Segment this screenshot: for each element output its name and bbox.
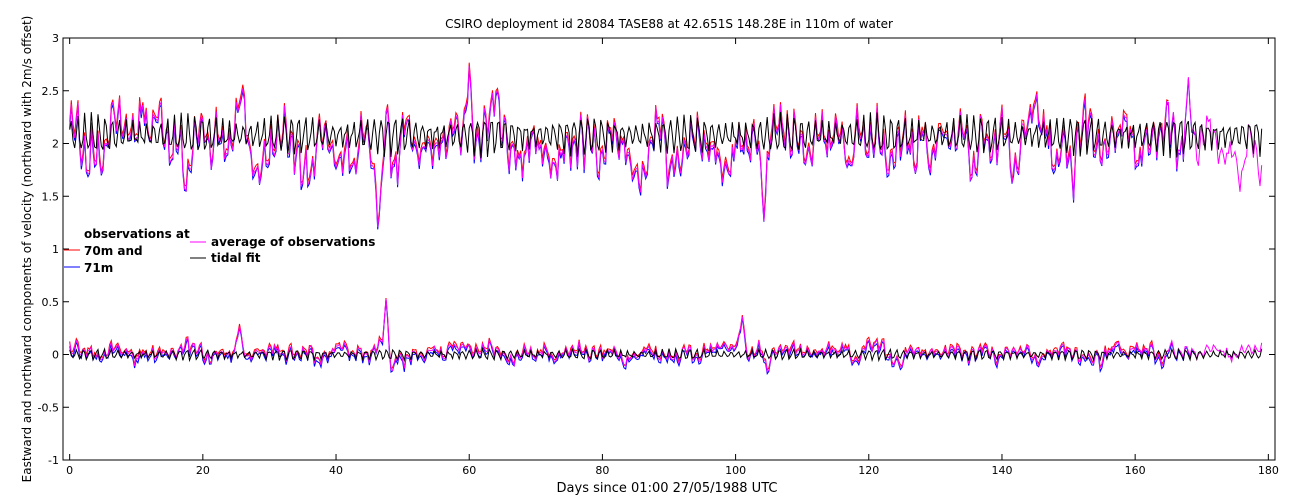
y-tick-label: 0 bbox=[52, 349, 59, 362]
legend-label-71m: 71m bbox=[84, 261, 113, 275]
x-tick-label: 180 bbox=[1258, 464, 1279, 477]
x-tick-label: 0 bbox=[66, 464, 73, 477]
legend-heading: observations at bbox=[84, 227, 190, 241]
y-tick-label: -0.5 bbox=[38, 401, 59, 414]
axis-ticks bbox=[63, 37, 1275, 461]
y-axis-label: Eastward and northward components of vel… bbox=[20, 16, 34, 483]
y-tick-label: 0.5 bbox=[42, 296, 60, 309]
series-tidal-fit-eastward bbox=[69, 346, 1263, 363]
x-tick-label: 100 bbox=[725, 464, 746, 477]
y-tick-label: 1.5 bbox=[42, 190, 60, 203]
x-tick-label: 160 bbox=[1125, 464, 1146, 477]
legend: observations at 70m and 71m average of o… bbox=[64, 227, 375, 275]
x-tick-label: 140 bbox=[991, 464, 1012, 477]
y-tick-label: -1 bbox=[48, 454, 59, 467]
plot-area bbox=[62, 37, 1276, 461]
legend-label-70m: 70m and bbox=[84, 244, 143, 258]
x-tick-label: 60 bbox=[462, 464, 476, 477]
y-tick-label: 2.5 bbox=[42, 85, 60, 98]
x-axis-label: Days since 01:00 27/05/1988 UTC bbox=[557, 481, 778, 496]
plot-lines bbox=[69, 62, 1263, 375]
legend-label-average: average of observations bbox=[211, 235, 375, 249]
y-tick-label: 1 bbox=[52, 243, 59, 256]
y-tick-label: 3 bbox=[52, 32, 59, 45]
x-tick-label: 80 bbox=[595, 464, 609, 477]
x-tick-label: 20 bbox=[196, 464, 210, 477]
tick-labels: 0 20 40 60 80 100 120 140 160 180 -1 -0.5 0 0.5 1 1.5 2 2… bbox=[38, 32, 1279, 477]
legend-label-tidal: tidal fit bbox=[211, 251, 261, 265]
series-tidal-fit-northward bbox=[69, 112, 1263, 159]
y-tick-label: 2 bbox=[52, 138, 59, 151]
chart-title: CSIRO deployment id 28084 TASE88 at 42.6… bbox=[445, 17, 893, 31]
x-tick-label: 120 bbox=[858, 464, 879, 477]
x-tick-label: 40 bbox=[329, 464, 343, 477]
series-average-northward bbox=[69, 65, 1263, 228]
